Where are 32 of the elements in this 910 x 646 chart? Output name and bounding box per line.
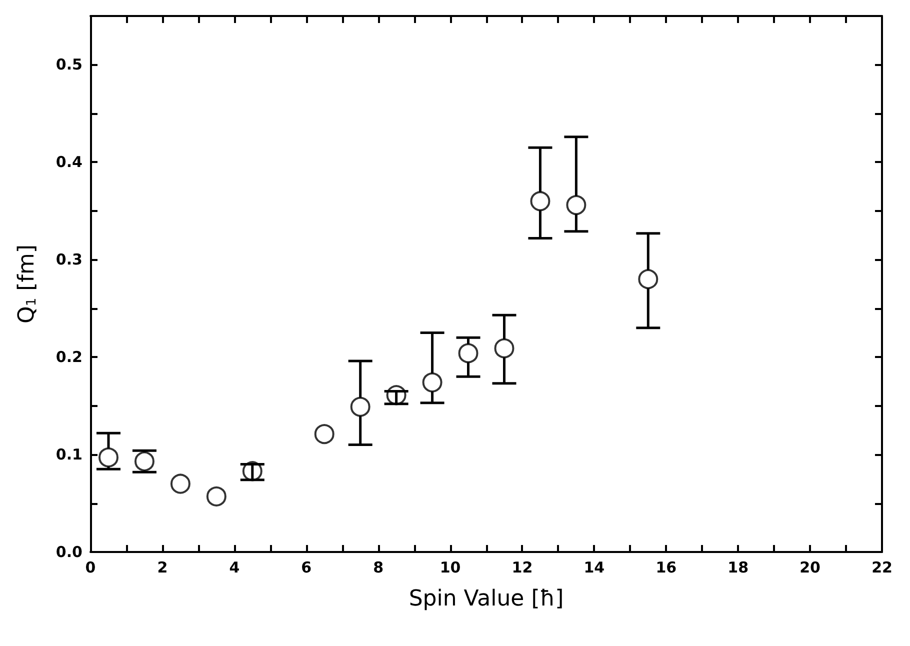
x-tick-label: 6	[301, 558, 312, 576]
point	[206, 486, 226, 506]
x-tick-label: 12	[512, 558, 533, 576]
x-tick-label: 8	[373, 558, 384, 576]
point	[134, 451, 154, 472]
point	[638, 269, 658, 290]
y-tick-label: 0.2	[56, 348, 82, 366]
x-tick-label: 18	[728, 558, 749, 576]
point	[350, 396, 370, 417]
x-tick-label: 20	[800, 558, 820, 576]
point	[98, 447, 118, 468]
x-tick-label: 22	[872, 558, 892, 576]
y-tick-label: 0.5	[56, 56, 82, 74]
point	[494, 338, 514, 358]
x-axis-title: Spin Value [ħ]	[408, 586, 564, 612]
point	[170, 474, 190, 494]
x-tick-label: 0	[85, 558, 96, 576]
y-tick-label: 0.3	[56, 250, 82, 269]
x-tick-label: 2	[157, 558, 168, 576]
x-tick-label: 4	[229, 558, 240, 576]
x-tick-label: 14	[584, 558, 605, 576]
point	[314, 424, 334, 444]
point	[566, 195, 586, 216]
point	[530, 191, 550, 212]
y-axis-title: Q1 [fm]	[14, 244, 40, 324]
point	[458, 343, 478, 364]
y-tick-label: 0.4	[56, 153, 82, 172]
x-tick-label: 10	[440, 558, 461, 576]
point	[422, 372, 442, 392]
y-tick-label: 0.1	[56, 446, 82, 464]
y-tick-label: 0.0	[56, 543, 82, 561]
x-tick-label: 16	[656, 558, 677, 576]
